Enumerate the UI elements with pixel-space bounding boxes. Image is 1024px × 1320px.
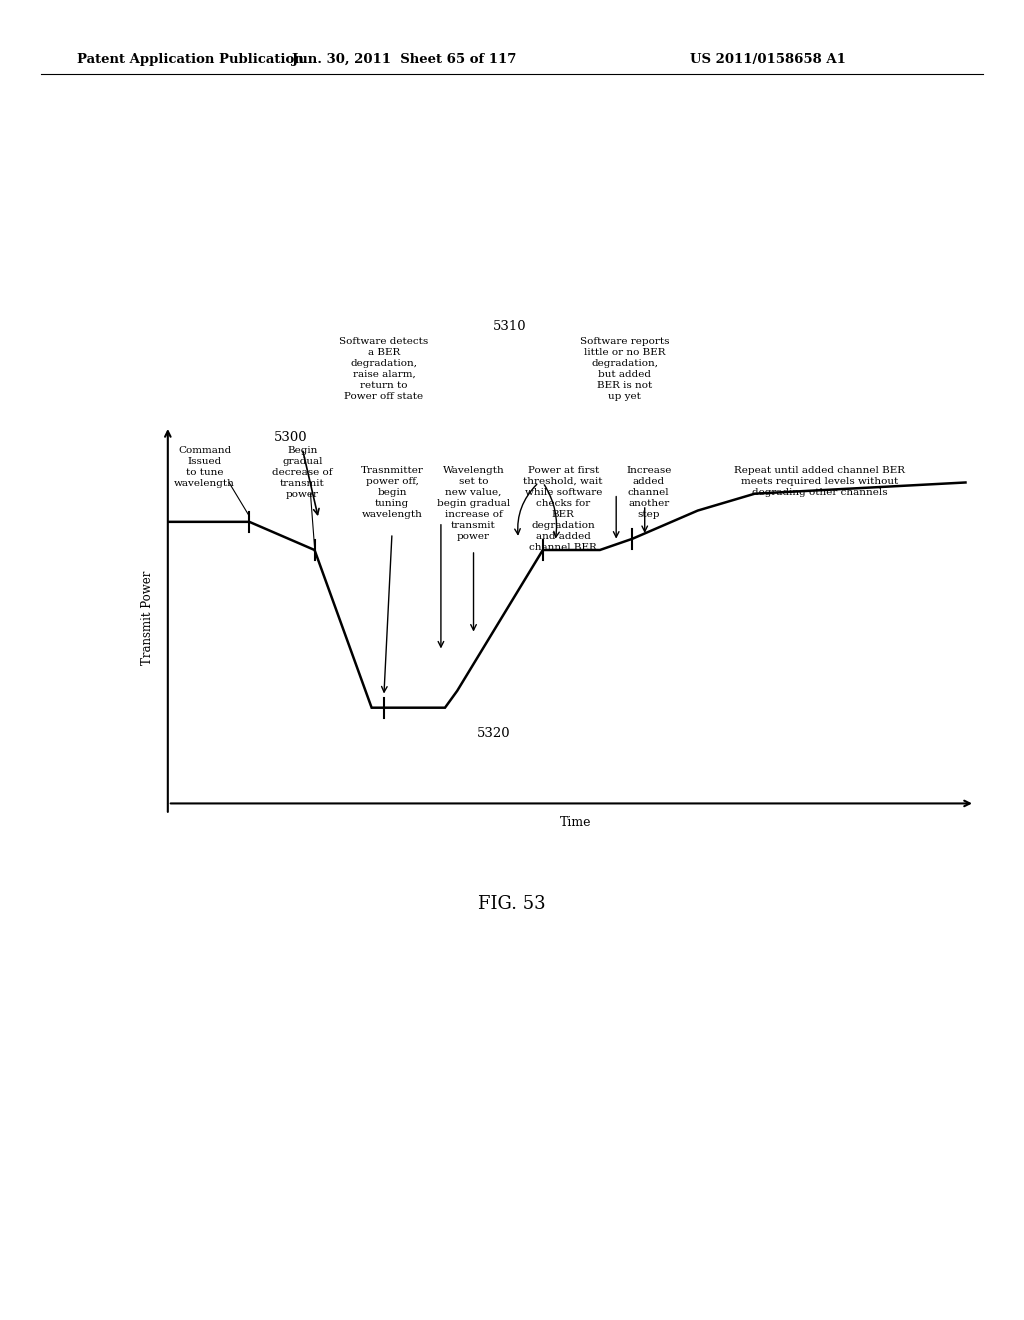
- Text: Software detects
a BER
degradation,
raise alarm,
return to
Power off state: Software detects a BER degradation, rais…: [339, 337, 429, 401]
- Text: Trasnmitter
power off,
begin
tuning
wavelength: Trasnmitter power off, begin tuning wave…: [360, 466, 424, 519]
- Text: 5300: 5300: [273, 430, 307, 444]
- Text: Wavelength
set to
new value,
begin gradual
increase of
transmit
power: Wavelength set to new value, begin gradu…: [437, 466, 510, 541]
- Text: Repeat until added channel BER
meets required levels without
degrading other cha: Repeat until added channel BER meets req…: [734, 466, 905, 496]
- Text: Increase
added
channel
another
step: Increase added channel another step: [626, 466, 672, 519]
- Text: FIG. 53: FIG. 53: [478, 895, 546, 913]
- Text: 5310: 5310: [494, 319, 526, 333]
- Text: US 2011/0158658 A1: US 2011/0158658 A1: [690, 53, 846, 66]
- Text: Time: Time: [560, 816, 591, 829]
- Text: Jun. 30, 2011  Sheet 65 of 117: Jun. 30, 2011 Sheet 65 of 117: [292, 53, 517, 66]
- Text: 5320: 5320: [477, 727, 511, 741]
- Text: Software reports
little or no BER
degradation,
but added
BER is not
up yet: Software reports little or no BER degrad…: [580, 337, 670, 401]
- Text: Power at first
threshold, wait
while software
checks for
BER
degradation
and add: Power at first threshold, wait while sof…: [523, 466, 603, 552]
- Text: Patent Application Publication: Patent Application Publication: [77, 53, 303, 66]
- Text: Begin
gradual
decrease of
transmit
power: Begin gradual decrease of transmit power: [272, 446, 333, 499]
- Text: Transmit Power: Transmit Power: [141, 570, 154, 665]
- Text: Command
Issued
to tune
wavelength: Command Issued to tune wavelength: [174, 446, 234, 488]
